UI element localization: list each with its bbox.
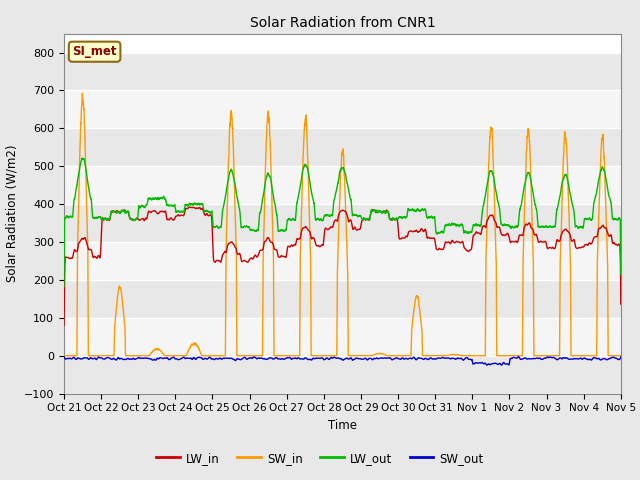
Bar — [64, 356, 621, 394]
LW_in — [160, 209, 168, 215]
SW_in — [60, 353, 68, 359]
LW_out — [436, 230, 444, 236]
SW_in — [467, 353, 475, 359]
SW_in — [616, 353, 624, 359]
SW_in — [617, 353, 625, 359]
SW_out — [617, 354, 625, 360]
Line: LW_in: LW_in — [64, 207, 621, 325]
SW_in — [161, 352, 168, 358]
Line: SW_in: SW_in — [64, 93, 621, 356]
X-axis label: Time: Time — [328, 419, 357, 432]
LW_out — [616, 216, 624, 222]
Title: Solar Radiation from CNR1: Solar Radiation from CNR1 — [250, 16, 435, 30]
LW_out — [79, 156, 86, 161]
LW_in — [617, 301, 625, 307]
Bar — [64, 52, 621, 90]
SW_out — [60, 354, 68, 360]
SW_out — [499, 360, 507, 366]
Legend: LW_in, SW_in, LW_out, SW_out: LW_in, SW_in, LW_out, SW_out — [152, 447, 488, 469]
LW_out — [322, 213, 330, 218]
LW_out — [60, 284, 68, 289]
Bar — [64, 166, 621, 204]
Y-axis label: Solar Radiation (W/m2): Solar Radiation (W/m2) — [5, 145, 19, 282]
Line: SW_out: SW_out — [64, 357, 621, 365]
LW_out — [617, 272, 625, 277]
LW_in — [322, 225, 330, 231]
SW_out — [467, 357, 475, 362]
SW_in — [79, 90, 86, 96]
SW_out — [436, 356, 444, 361]
SW_out — [515, 354, 522, 360]
Bar — [64, 128, 621, 166]
Bar — [64, 90, 621, 128]
Bar — [64, 204, 621, 242]
LW_out — [499, 222, 507, 228]
SW_out — [322, 356, 330, 362]
SW_out — [498, 362, 506, 368]
Bar — [64, 280, 621, 318]
Bar — [64, 318, 621, 356]
LW_in — [467, 247, 475, 252]
Bar — [64, 242, 621, 280]
LW_in — [616, 249, 624, 255]
SW_out — [616, 356, 624, 361]
Line: LW_out: LW_out — [64, 158, 621, 287]
LW_in — [186, 204, 193, 210]
Text: SI_met: SI_met — [72, 45, 117, 58]
LW_in — [499, 233, 507, 239]
SW_out — [160, 355, 168, 361]
LW_in — [60, 323, 68, 328]
LW_out — [161, 195, 168, 201]
SW_in — [436, 353, 444, 359]
SW_in — [322, 353, 330, 359]
LW_out — [467, 229, 475, 235]
LW_in — [436, 246, 444, 252]
SW_in — [499, 353, 507, 359]
